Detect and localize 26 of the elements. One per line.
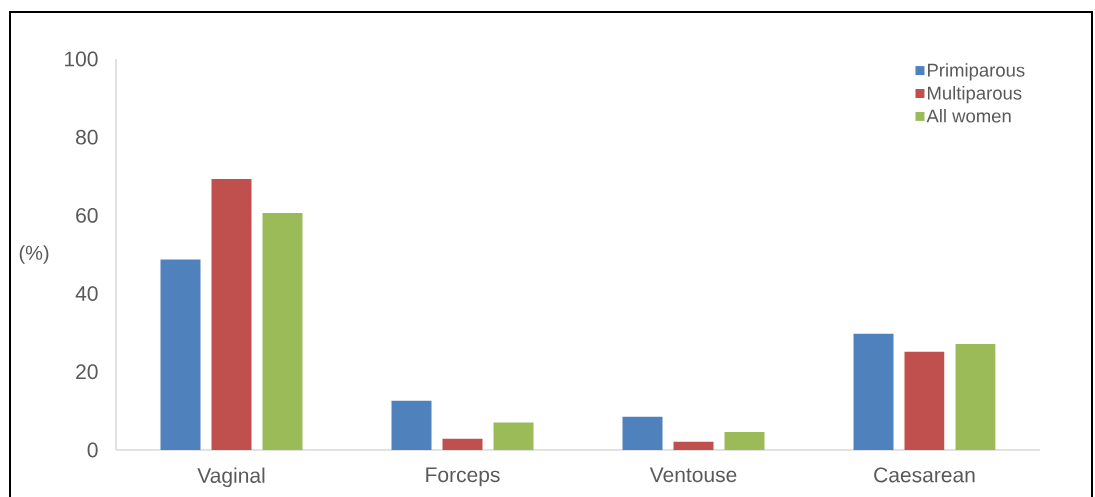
y-axis-title: (%): [19, 245, 49, 264]
x-tick-label: Caesarean: [874, 467, 975, 483]
x-tick-label: Forceps: [426, 467, 500, 487]
y-tick-label: 100: [65, 51, 98, 67]
x-tick-label: Vaginal: [197, 467, 265, 488]
legend-label: Multiparous: [927, 86, 1022, 104]
y-tick-label: 20: [76, 364, 98, 380]
bar: [442, 438, 483, 450]
bar: [673, 441, 714, 450]
legend-label: All women: [926, 108, 1011, 123]
bar: [724, 432, 765, 450]
y-tick-label: 80: [76, 129, 98, 145]
bar: [622, 416, 663, 450]
bar: [493, 422, 534, 450]
bar: [262, 213, 303, 450]
y-tick-label: 40: [75, 286, 98, 302]
bar: [904, 351, 945, 450]
bar: [853, 333, 894, 450]
y-tick-label: 0: [87, 442, 98, 458]
legend-label: Primiparous: [927, 63, 1025, 81]
bar: [160, 259, 201, 450]
bar: [955, 344, 996, 450]
bar: [391, 400, 432, 450]
y-tick-label: 60: [76, 207, 98, 223]
bar: [211, 179, 252, 450]
x-tick-label: Ventouse: [649, 467, 737, 483]
